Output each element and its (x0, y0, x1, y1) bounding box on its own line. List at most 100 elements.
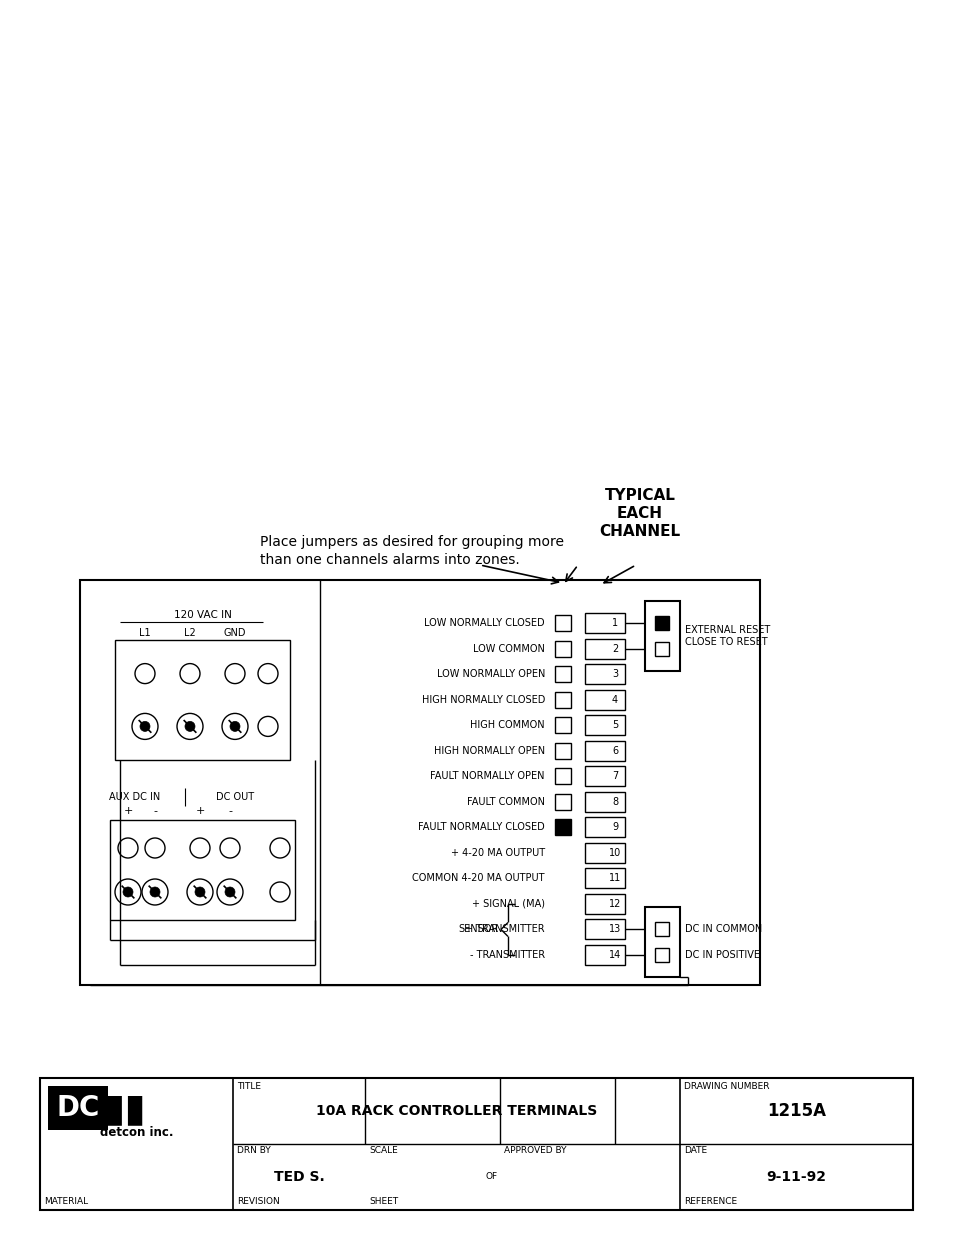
Text: HIGH NORMALLY CLOSED: HIGH NORMALLY CLOSED (421, 694, 544, 705)
Text: SENSOR: SENSOR (458, 925, 498, 935)
Bar (40, 1078, 912, 1210)
Bar (584, 792, 624, 811)
Bar (584, 818, 624, 837)
Bar (584, 868, 624, 888)
Text: 1: 1 (611, 618, 618, 629)
Text: EACH: EACH (617, 506, 662, 521)
Text: EXTERNAL RESET
CLOSE TO RESET: EXTERNAL RESET CLOSE TO RESET (684, 625, 769, 647)
Text: + TRANSMITTER: + TRANSMITTER (465, 925, 544, 935)
Circle shape (140, 721, 150, 731)
Bar (555, 692, 571, 708)
Text: TITLE: TITLE (236, 1082, 261, 1091)
Circle shape (185, 721, 194, 731)
Text: 8: 8 (611, 797, 618, 806)
Text: 6: 6 (611, 746, 618, 756)
Text: 10: 10 (608, 848, 620, 858)
Bar (584, 842, 624, 863)
Bar (655, 923, 669, 936)
Text: L1: L1 (139, 629, 151, 638)
Circle shape (123, 887, 132, 897)
Bar (555, 768, 571, 784)
Text: 10A RACK CONTROLLER TERMINALS: 10A RACK CONTROLLER TERMINALS (315, 1104, 597, 1118)
Text: 9: 9 (611, 823, 618, 832)
Bar (584, 920, 624, 940)
Bar (110, 820, 294, 920)
Text: + SIGNAL (MA): + SIGNAL (MA) (472, 899, 544, 909)
Bar (555, 718, 571, 734)
Text: 14: 14 (608, 950, 620, 960)
Text: 4: 4 (611, 694, 618, 705)
Bar (584, 664, 624, 684)
Text: - TRANSMITTER: - TRANSMITTER (470, 950, 544, 960)
Text: GND: GND (224, 629, 246, 638)
Text: than one channels alarms into zones.: than one channels alarms into zones. (260, 553, 519, 567)
Text: 11: 11 (608, 873, 620, 883)
Bar (584, 945, 624, 965)
Bar (584, 638, 624, 658)
Bar (644, 601, 679, 671)
Bar (115, 640, 290, 760)
Text: SHEET: SHEET (369, 1197, 397, 1207)
Bar (584, 689, 624, 710)
Text: AUX DC IN: AUX DC IN (110, 792, 160, 802)
Text: DC IN POSITIVE: DC IN POSITIVE (684, 950, 760, 960)
Text: LOW NORMALLY OPEN: LOW NORMALLY OPEN (436, 669, 544, 679)
Bar (555, 666, 571, 682)
Text: DC OUT: DC OUT (215, 792, 253, 802)
Text: FAULT NORMALLY OPEN: FAULT NORMALLY OPEN (430, 771, 544, 782)
Bar (555, 794, 571, 810)
Text: detcon inc.: detcon inc. (100, 1126, 173, 1139)
Text: DRAWING NUMBER: DRAWING NUMBER (683, 1082, 769, 1091)
Text: DC: DC (56, 1094, 99, 1123)
Text: APPROVED BY: APPROVED BY (503, 1146, 566, 1155)
Circle shape (194, 887, 205, 897)
Text: FAULT COMMON: FAULT COMMON (467, 797, 544, 806)
Bar (584, 613, 624, 634)
Bar (555, 641, 571, 657)
Text: 7: 7 (611, 771, 618, 782)
Text: REVISION: REVISION (236, 1197, 279, 1207)
Text: + 4-20 MA OUTPUT: + 4-20 MA OUTPUT (451, 848, 544, 858)
Bar (655, 616, 669, 630)
Text: TED S.: TED S. (274, 1170, 324, 1184)
Bar (555, 615, 571, 631)
Text: 120 VAC IN: 120 VAC IN (173, 610, 232, 620)
Bar (655, 641, 669, 656)
Text: SCALE: SCALE (369, 1146, 397, 1155)
Circle shape (230, 721, 240, 731)
Text: TYPICAL: TYPICAL (604, 488, 675, 503)
Bar (48, 1086, 108, 1130)
Text: MATERIAL: MATERIAL (44, 1197, 88, 1207)
Text: 12: 12 (608, 899, 620, 909)
Text: COMMON 4-20 MA OUTPUT: COMMON 4-20 MA OUTPUT (412, 873, 544, 883)
Bar (584, 894, 624, 914)
Text: FAULT NORMALLY CLOSED: FAULT NORMALLY CLOSED (417, 823, 544, 832)
Bar (655, 948, 669, 962)
Text: HIGH COMMON: HIGH COMMON (470, 720, 544, 730)
Text: CHANNEL: CHANNEL (598, 524, 679, 538)
Circle shape (225, 887, 234, 897)
Text: -: - (152, 806, 157, 816)
Text: DC IN COMMON: DC IN COMMON (684, 925, 761, 935)
Bar (584, 715, 624, 735)
Bar (80, 580, 760, 986)
Text: OF: OF (485, 1172, 497, 1182)
Text: HIGH NORMALLY OPEN: HIGH NORMALLY OPEN (434, 746, 544, 756)
Text: REFERENCE: REFERENCE (683, 1197, 737, 1207)
Bar (584, 741, 624, 761)
Text: 2: 2 (611, 643, 618, 653)
Text: Place jumpers as desired for grouping more: Place jumpers as desired for grouping mo… (260, 535, 563, 550)
Bar (555, 819, 571, 835)
Text: 9-11-92: 9-11-92 (765, 1170, 825, 1184)
Text: 3: 3 (611, 669, 618, 679)
Text: 5: 5 (611, 720, 618, 730)
Text: -: - (228, 806, 232, 816)
Bar (644, 908, 679, 977)
Bar (555, 742, 571, 758)
Bar (584, 766, 624, 787)
Text: ▮▮: ▮▮ (103, 1091, 146, 1128)
Circle shape (150, 887, 160, 897)
Text: L2: L2 (184, 629, 195, 638)
Text: 1215A: 1215A (766, 1102, 825, 1120)
Text: +: + (195, 806, 205, 816)
